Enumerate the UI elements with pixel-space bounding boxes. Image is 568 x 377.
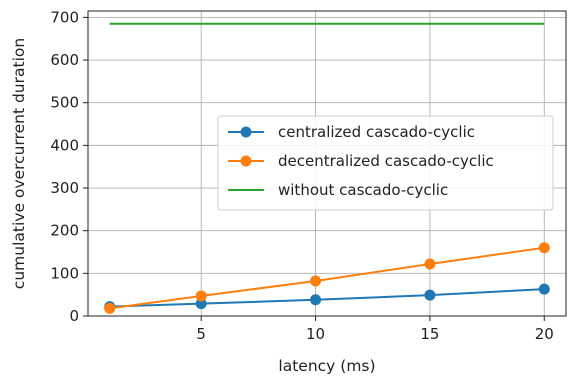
data-point xyxy=(538,283,550,295)
y-tick-label: 200 xyxy=(50,222,79,240)
plot-frame xyxy=(87,10,567,317)
series-layer xyxy=(104,22,550,314)
x-tick-label: 20 xyxy=(535,325,554,343)
data-point xyxy=(195,298,207,310)
y-tick-label: 300 xyxy=(50,179,79,197)
data-point xyxy=(104,302,116,314)
y-tick-label: 600 xyxy=(50,51,79,69)
data-point xyxy=(195,290,207,302)
legend-label: decentralized cascado-cyclic xyxy=(278,152,494,170)
data-point xyxy=(424,289,436,301)
y-axis-label: cumulative overcurrent duration xyxy=(10,38,28,289)
x-axis-label: latency (ms) xyxy=(278,357,375,375)
x-tick-label: 5 xyxy=(196,325,206,343)
legend-label: without cascado-cyclic xyxy=(278,181,448,199)
legend: centralized cascado-cyclic decentralized … xyxy=(217,115,554,211)
data-point xyxy=(538,242,550,254)
y-tick-label: 700 xyxy=(50,8,79,26)
series-2 xyxy=(104,242,550,314)
y-tick-label: 100 xyxy=(50,264,79,282)
legend-item: decentralized cascado-cyclic xyxy=(228,152,494,170)
series-1 xyxy=(104,283,550,313)
y-tick-label: 500 xyxy=(50,94,79,112)
legend-marker xyxy=(240,155,252,167)
x-tick-label: 15 xyxy=(420,325,439,343)
data-point xyxy=(310,275,322,287)
x-tick-label: 10 xyxy=(306,325,325,343)
data-point xyxy=(310,294,322,306)
data-point xyxy=(424,258,436,270)
y-tick-label: 400 xyxy=(50,136,79,154)
legend-item: without cascado-cyclic xyxy=(228,181,448,199)
series-line xyxy=(109,288,545,308)
y-tick-label: 0 xyxy=(69,307,79,325)
legend-item: centralized cascado-cyclic xyxy=(228,123,475,141)
legend-marker xyxy=(240,126,252,138)
legend-box xyxy=(217,115,554,211)
legend-label: centralized cascado-cyclic xyxy=(278,123,475,141)
